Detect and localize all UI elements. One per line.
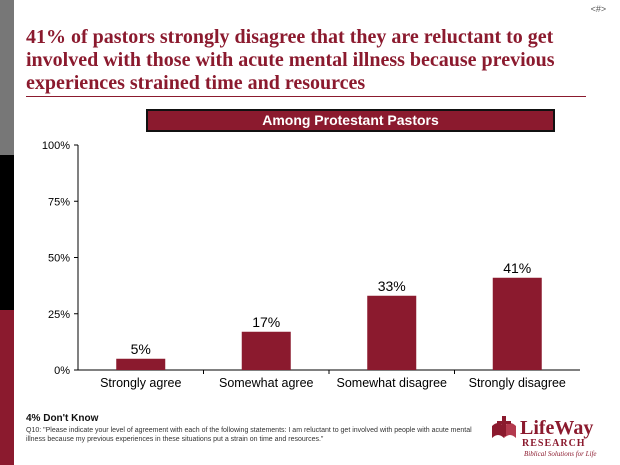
dont-know-note: 4% Don't Know <box>26 413 99 424</box>
bar <box>492 277 542 370</box>
bar <box>116 358 166 370</box>
subtitle-banner: Among Protestant Pastors <box>146 109 555 132</box>
svg-text:Biblical Solutions for Life: Biblical Solutions for Life <box>524 450 597 458</box>
title-underline <box>26 96 586 97</box>
bar <box>367 295 417 370</box>
lifeway-logo: LifeWay RESEARCH Biblical Solutions for … <box>486 412 606 458</box>
x-tick-label: Strongly agree <box>100 376 181 390</box>
y-tick-label: 100% <box>42 140 70 152</box>
y-tick-label: 0% <box>54 365 70 377</box>
page-number: <#> <box>590 4 606 14</box>
slide-title: 41% of pastors strongly disagree that th… <box>26 26 555 94</box>
y-tick-label: 75% <box>48 196 70 208</box>
svg-text:RESEARCH: RESEARCH <box>522 438 586 449</box>
data-label: 33% <box>378 278 406 294</box>
y-tick-label: 25% <box>48 309 70 321</box>
svg-text:LifeWay: LifeWay <box>520 417 593 439</box>
left-bar-gray <box>0 0 14 155</box>
x-tick-label: Somewhat agree <box>219 376 314 390</box>
y-tick-label: 50% <box>48 253 70 265</box>
cross-book-icon: LifeWay RESEARCH Biblical Solutions for … <box>492 416 597 458</box>
question-text: Q10: "Please indicate your level of agre… <box>26 427 472 443</box>
data-label: 5% <box>131 341 151 357</box>
data-label: 17% <box>252 314 280 330</box>
data-label: 41% <box>503 260 531 276</box>
left-accent-bar <box>0 0 14 465</box>
left-bar-black <box>0 155 14 310</box>
x-tick-label: Strongly disagree <box>469 376 566 390</box>
left-bar-red <box>0 310 14 465</box>
x-tick-label: Somewhat disagree <box>337 376 448 390</box>
bar <box>241 331 291 370</box>
